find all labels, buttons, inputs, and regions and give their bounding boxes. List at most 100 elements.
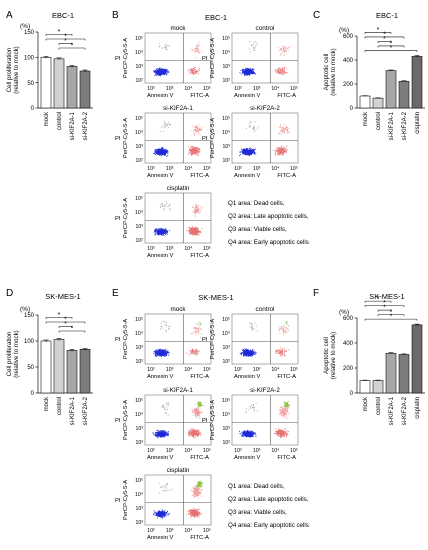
flow-event	[166, 203, 168, 204]
flow-event	[162, 230, 164, 231]
flow-event	[249, 353, 250, 355]
flow-event	[277, 151, 278, 153]
flow-event	[165, 46, 167, 48]
flow-event	[158, 151, 160, 153]
significance-star: *	[64, 321, 67, 328]
significance-star: *	[377, 296, 380, 303]
flow-event	[166, 432, 168, 434]
flow-event	[191, 146, 193, 147]
flow-event	[189, 149, 191, 150]
flow-event	[275, 151, 276, 153]
flow-event	[154, 72, 155, 74]
y-tick-label: 100	[24, 56, 35, 62]
flow-x-axis-prefix: Annexin V	[234, 374, 261, 380]
flow-event	[195, 227, 197, 229]
flow-event	[194, 150, 196, 152]
flow-event	[162, 73, 164, 75]
legend-q1: Q1 area: Dead cells,	[228, 200, 285, 207]
panel-letter-c: C	[313, 10, 320, 21]
flow-event	[156, 68, 158, 70]
flow-event	[248, 126, 250, 128]
flow-event	[245, 71, 247, 73]
flow-event	[191, 350, 193, 351]
flow-event	[164, 123, 165, 125]
flow-event	[154, 351, 156, 353]
flow-event	[282, 350, 283, 352]
flow-event	[194, 126, 196, 128]
flow-event	[280, 148, 282, 150]
flow-event	[158, 68, 160, 70]
flow-event	[240, 73, 242, 75]
flow-event	[190, 69, 192, 70]
flow-event	[254, 148, 256, 150]
flow-event	[167, 151, 169, 153]
flow-event	[257, 330, 258, 332]
bar	[79, 349, 91, 394]
x-tick-label: control	[57, 397, 63, 415]
flow-event	[199, 321, 201, 323]
flow-event	[167, 355, 169, 356]
flow-event	[194, 229, 195, 231]
flow-event	[282, 152, 284, 153]
flow-event	[277, 150, 279, 151]
flow-event	[159, 75, 161, 77]
flow-event	[254, 152, 256, 154]
flow-event	[196, 147, 198, 148]
flow-event	[241, 151, 243, 153]
flow-events	[152, 401, 204, 438]
flow-event	[249, 125, 251, 127]
flow-event	[167, 351, 169, 353]
bar	[385, 352, 397, 394]
flow-event	[282, 48, 284, 50]
flow-event	[193, 48, 195, 50]
flow-event	[195, 231, 197, 233]
flow-event	[249, 121, 251, 123]
flow-event	[253, 46, 255, 48]
flow-event	[194, 149, 196, 151]
flow-y-axis-prefix: PI	[115, 337, 121, 343]
flow-event	[189, 69, 191, 71]
flow-event	[278, 133, 280, 134]
flow-event	[286, 67, 288, 69]
flow-event	[282, 74, 284, 76]
flow-event	[195, 330, 197, 332]
flow-event	[165, 149, 167, 151]
flow-event	[195, 226, 197, 228]
flow-event	[164, 349, 165, 351]
flow-event	[157, 228, 159, 230]
flow-event	[280, 47, 282, 49]
flow-event	[164, 430, 166, 432]
flow-event	[286, 47, 288, 49]
flow-event	[290, 46, 291, 48]
flow-event	[156, 73, 158, 75]
flow-event	[247, 351, 249, 353]
flow-event	[255, 44, 257, 46]
flow-event	[165, 71, 167, 73]
flow-event	[281, 351, 283, 353]
flow-event	[190, 148, 192, 150]
flow-event	[192, 149, 194, 151]
flow-event	[252, 352, 253, 354]
flow-event	[246, 355, 248, 357]
flow-event	[168, 352, 170, 353]
flow-event	[244, 352, 246, 354]
flow-event	[281, 48, 283, 50]
flow-event	[275, 72, 277, 73]
flow-event	[155, 69, 157, 71]
flow-x-tick-label: 10³	[166, 367, 174, 373]
flow-event	[159, 352, 161, 354]
flow-event	[243, 353, 245, 355]
flow-event	[239, 353, 241, 354]
flow-event	[280, 153, 282, 155]
flow-event	[197, 50, 199, 52]
flow-event	[169, 229, 171, 231]
flow-event	[242, 153, 244, 155]
flow-event	[246, 153, 247, 155]
flow-event	[250, 72, 251, 74]
flow-event	[162, 149, 164, 150]
flow-event	[191, 147, 193, 149]
flow-event	[158, 149, 160, 151]
flow-event	[153, 351, 155, 353]
flow-event	[196, 131, 198, 132]
